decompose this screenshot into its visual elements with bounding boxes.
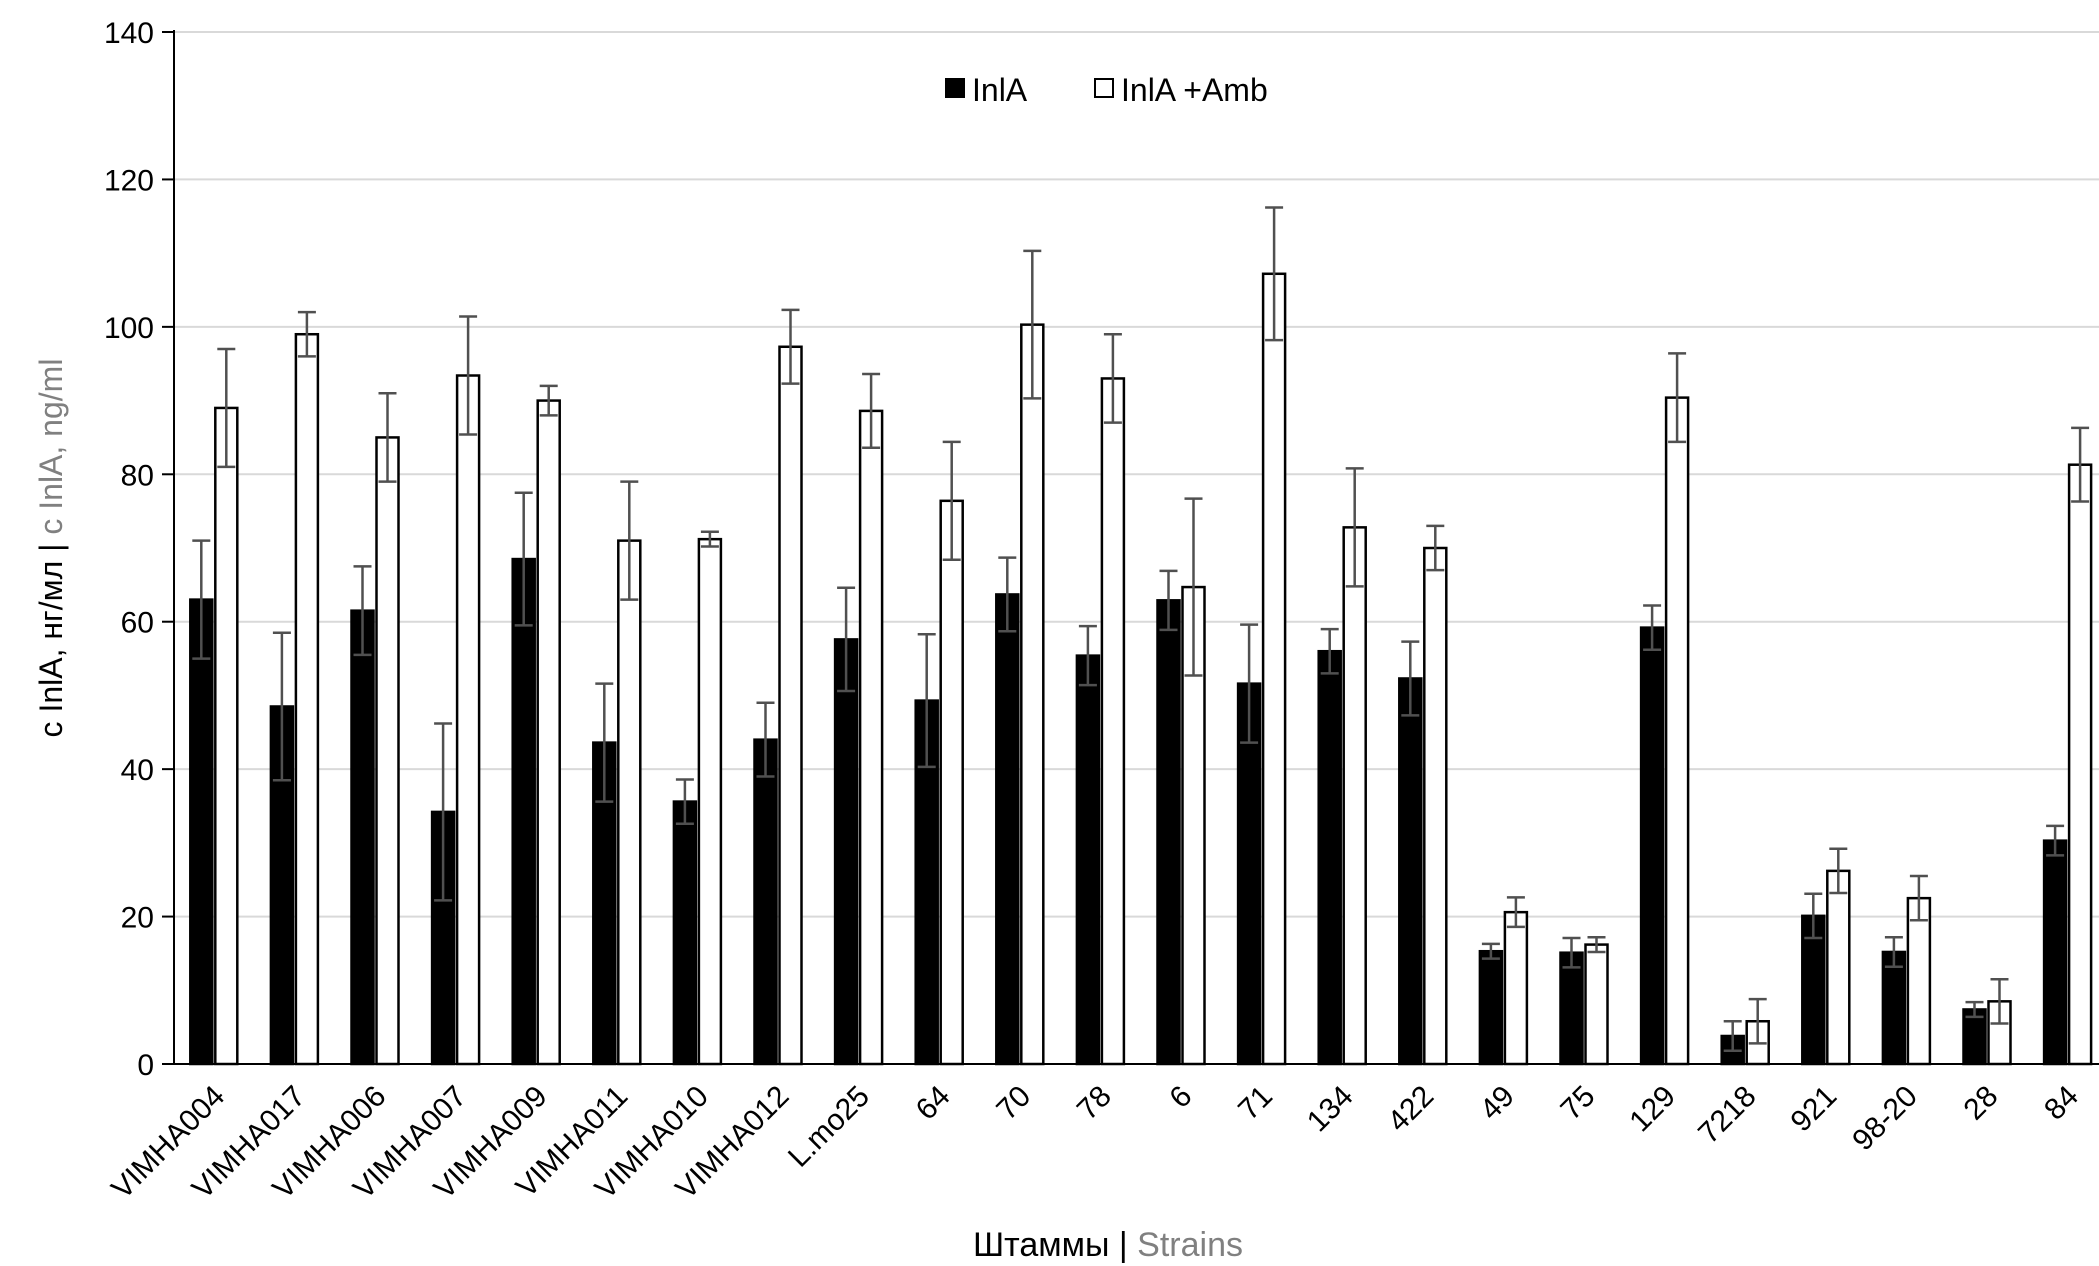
- y-tick-label: 140: [104, 17, 154, 50]
- bar-inla-amb: [1020, 323, 1045, 1066]
- x-tick-label: 28: [1958, 1080, 2005, 1127]
- x-tick-label: 422: [1382, 1080, 1441, 1139]
- x-tick-label: 129: [1623, 1080, 1682, 1139]
- legend-label-inla-amb: InlA +Amb: [1121, 72, 1268, 108]
- bar-inla: [1156, 599, 1181, 1066]
- bar-inla: [511, 557, 536, 1066]
- legend-swatch-inla: [945, 78, 965, 98]
- y-tick-label: 0: [137, 1049, 154, 1082]
- x-tick-label: 84: [2038, 1080, 2085, 1127]
- bar-inla-amb: [375, 436, 400, 1066]
- bar-inla-amb: [939, 499, 964, 1066]
- bar-inla: [1478, 949, 1504, 1066]
- x-tick-label: 64: [910, 1080, 957, 1127]
- bar-inla-amb: [1342, 526, 1367, 1066]
- y-axis-ticks: 0 20 40 60 80 100 120 140: [104, 17, 174, 1082]
- legend: InlA InlA +Amb: [945, 72, 1268, 108]
- bar-inla-amb: [1664, 396, 1690, 1066]
- y-axis-label-ru: c InlA, нг/мл: [33, 561, 69, 738]
- y-tick-label: 100: [104, 312, 154, 345]
- bar-inla-amb: [536, 399, 561, 1066]
- bar-inla-amb: [294, 332, 320, 1066]
- x-tick-label: 134: [1301, 1080, 1360, 1139]
- y-tick-label: 80: [121, 459, 154, 492]
- bar-inla: [672, 800, 698, 1066]
- bar-inla-amb: [778, 345, 803, 1066]
- y-axis-label-sep: |: [33, 535, 69, 561]
- bars: [189, 206, 2093, 1066]
- x-tick-label: 6: [1163, 1080, 1198, 1115]
- bar-inla: [753, 738, 778, 1066]
- x-tick-label: L.mo25: [782, 1080, 876, 1174]
- y-axis-label-en: c InlA, ng/ml: [33, 359, 69, 535]
- bar-inla-amb: [1906, 896, 1932, 1066]
- x-tick-label: 7218: [1692, 1080, 1763, 1151]
- bar-inla-amb: [455, 374, 481, 1066]
- bar-inla: [1075, 654, 1101, 1066]
- bar-inla: [1398, 677, 1423, 1066]
- bar-inla-amb: [617, 539, 642, 1066]
- x-axis-label-sep: |: [1109, 1226, 1137, 1264]
- x-tick-label: 71: [1232, 1080, 1279, 1127]
- bar-inla: [1559, 951, 1584, 1066]
- bar-inla: [833, 638, 859, 1066]
- x-axis-label: Штаммы | Strains: [973, 1226, 1243, 1264]
- x-axis-ticks: VIMHA004VIMHA017VIMHA006VIMHA007VIMHA009…: [105, 1080, 2085, 1206]
- bar-inla: [350, 609, 375, 1066]
- legend-label-inla: InlA: [972, 72, 1028, 108]
- bar-inla: [1639, 626, 1665, 1066]
- legend-swatch-inla-amb: [1094, 78, 1114, 98]
- bar-inla-amb: [2067, 463, 2093, 1066]
- bar-inla-amb: [1100, 377, 1126, 1066]
- x-tick-label: 75: [1555, 1080, 1602, 1127]
- bar-inla-amb: [1826, 869, 1851, 1066]
- bar-inla: [1881, 950, 1907, 1066]
- bar-inla: [189, 598, 214, 1066]
- y-tick-label: 40: [121, 754, 154, 787]
- x-tick-label: 70: [990, 1080, 1037, 1127]
- x-tick-label: 921: [1785, 1080, 1844, 1139]
- bar-inla: [1317, 649, 1342, 1066]
- x-tick-label: 78: [1071, 1080, 1118, 1127]
- bar-inla-amb: [697, 537, 723, 1066]
- y-tick-label: 20: [121, 902, 154, 935]
- x-tick-label: 49: [1474, 1080, 1521, 1127]
- bar-inla-amb: [858, 409, 884, 1066]
- y-axis-label: c InlA, нг/мл | c InlA, ng/ml: [33, 359, 69, 738]
- bar-inla: [995, 593, 1020, 1066]
- bar-inla: [2042, 839, 2068, 1066]
- gridlines: [174, 31, 2099, 918]
- x-axis-label-en: Strains: [1137, 1226, 1243, 1264]
- bar-inla-amb: [1423, 546, 1448, 1066]
- x-axis-label-ru: Штаммы: [973, 1226, 1109, 1264]
- bar-inla-amb: [214, 406, 239, 1066]
- y-tick-label: 60: [121, 607, 154, 640]
- bar-inla-amb: [1584, 943, 1609, 1066]
- y-tick-label: 120: [104, 164, 154, 197]
- x-tick-label: 98-20: [1846, 1080, 1924, 1158]
- bar-inla-amb: [1261, 272, 1287, 1066]
- bar-inla-amb: [1503, 910, 1529, 1066]
